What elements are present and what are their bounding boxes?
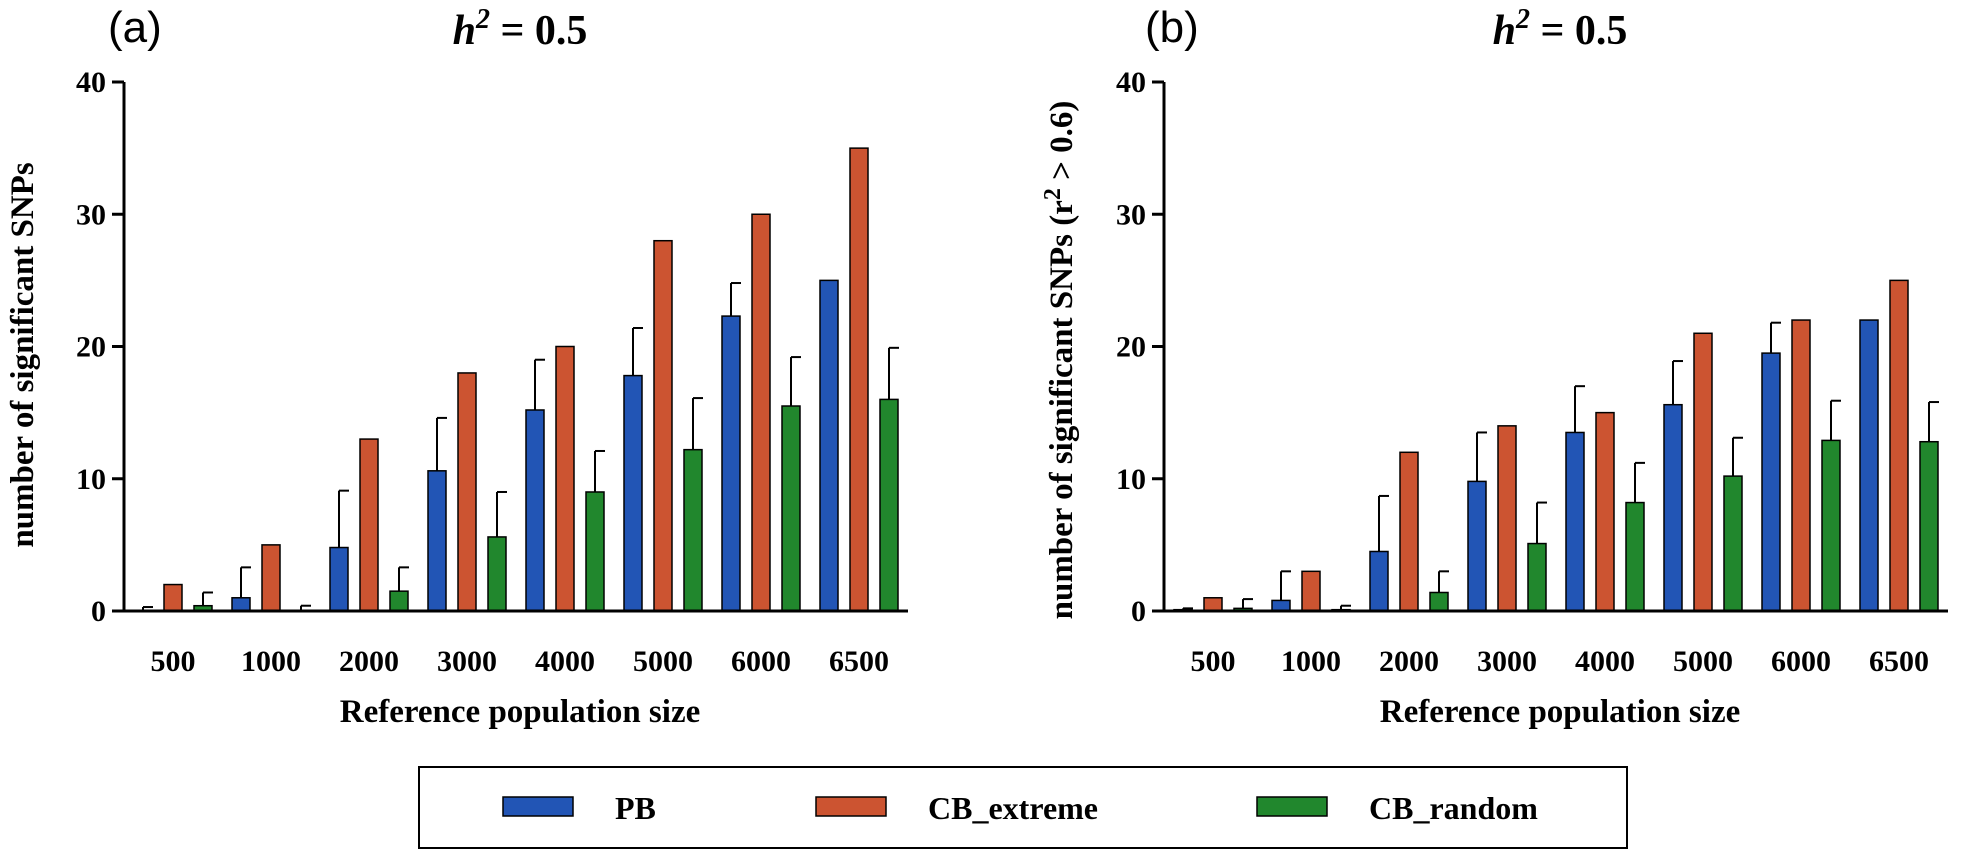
panel-a-title-exp: 2 [475,4,490,35]
legend-label-cb-extreme: CB_extreme [928,790,1098,826]
panel-b-x-tick-label: 6000 [1771,645,1831,678]
panel-b-title-var: h [1493,8,1516,54]
panel-b-bar-cb-extreme [1791,319,1811,612]
panel-a-bar-cb-extreme [849,147,869,612]
panel-b-y-axis-label-text: number of significant SNPs (r [1044,200,1080,619]
panel-b-y-axis-label-tail: > 0.6) [1044,101,1080,189]
panel-b-bar-cb-extreme [1497,425,1517,612]
panel-a-x-tick-label: 4000 [535,645,595,678]
panel-a-y-tick-label: 0 [91,595,106,628]
legend-box [418,766,1628,849]
panel-b-y-tick-label: 10 [1116,463,1146,496]
panel-b-bar-cb-random [1821,439,1841,612]
panel-a-bar-cb-random [487,536,507,612]
panel-b-y-tick-label: 30 [1116,198,1146,231]
panel-b-title-exp: 2 [1515,4,1530,35]
panel-a-bar-cb-random [683,448,703,612]
panel-b-title: h2 = 0.5 [1493,4,1628,54]
panel-b-bar-cb-extreme [1203,597,1223,612]
panel-b-x-tick-label: 500 [1191,645,1236,678]
panel-b-x-tick-label: 4000 [1575,645,1635,678]
panel-b-bar-cb-extreme [1889,279,1909,612]
panel-b-x-axis-label: Reference population size [1380,694,1741,730]
panel-b-x-tick-label: 6500 [1869,645,1929,678]
panel-a-bar-cb-extreme [751,213,771,612]
panel-a-x-tick-label: 6000 [731,645,791,678]
panel-b-bar-cb-extreme [1693,332,1713,612]
panel-a-bar-pb [231,597,251,612]
panel-a-bar-cb-extreme [457,372,477,612]
panel-a-x-tick-label: 5000 [633,645,693,678]
panel-a-x-tick-label: 3000 [437,645,497,678]
panel-a-bar-cb-random [389,590,409,612]
panel-a-bar-pb [623,374,643,612]
panel-b-bar-pb [1271,599,1291,612]
panel-b-plot-area: 0 10 20 30 40 500 1000 2000 3000 4000 5000 6000 6500 [1116,66,1948,678]
panel-a-x-axis-label: Reference population size [340,694,701,730]
panel-a-bar-cb-extreme [653,239,673,612]
panel-a-bar-cb-extreme [163,583,183,612]
panel-a-x-tick-label: 1000 [241,645,301,678]
panel-a-x-tick-label: 2000 [339,645,399,678]
panel-b-bar-cb-random [1723,475,1743,612]
legend-label-cb-random: CB_random [1369,790,1538,826]
panel-a-title-value: = 0.5 [490,8,587,54]
panel-a-x-tick-label: 6500 [829,645,889,678]
panel-a-title-var: h [453,8,476,54]
panel-b-letter: (b) [1145,3,1199,52]
panel-b: (b) h2 = 0.5 Reference population size n… [1040,3,1948,730]
panel-b-x-tick-label: 2000 [1379,645,1439,678]
panel-b-x-tick-label: 5000 [1673,645,1733,678]
panel-a-title: h2 = 0.5 [453,4,588,54]
panel-b-bar-cb-random [1625,501,1645,612]
panel-a-y-tick-label: 20 [76,331,106,364]
legend-swatch-cb-random [1256,796,1328,817]
panel-b-bar-cb-random [1919,440,1939,612]
panel-a-y-tick-label: 40 [76,66,106,99]
legend-label-pb: PB [615,790,656,826]
panel-a-y-tick-label: 30 [76,198,106,231]
panel-b-bar-cb-random [1527,542,1547,612]
panel-b-bar-pb [1761,352,1781,612]
panel-b-bar-cb-extreme [1301,570,1321,612]
panel-b-y-axis-label: number of significant SNPs (r2 > 0.6) [1040,101,1080,620]
panel-a-bar-cb-extreme [555,345,575,612]
panel-b-y-tick-label: 0 [1131,595,1146,628]
panel-a-y-axis-label: number of significant SNPs [5,162,41,548]
panel-b-y-tick-label: 40 [1116,66,1146,99]
panel-a-bar-cb-extreme [261,544,281,612]
legend-swatch-pb [502,796,574,817]
panel-b-bar-cb-extreme [1399,451,1419,612]
panel-a-y-tick-label: 10 [76,463,106,496]
panel-a-bar-cb-random [781,405,801,612]
panel-b-bar-pb [1565,431,1585,612]
panel-a-bar-pb [525,409,545,612]
panel-a-bar-cb-random [879,398,899,612]
panel-b-bar-pb [1369,550,1389,612]
panel-a-bar-cb-random [585,491,605,612]
panel-b-x-tick-label: 3000 [1477,645,1537,678]
panel-b-bar-pb [1467,480,1487,612]
panel-a-y-axis-label-text: number of significant SNPs [5,162,41,548]
panel-b-x-tick-label: 1000 [1281,645,1341,678]
panel-a-bar-pb [819,279,839,612]
panel-a-x-tick-label: 500 [151,645,196,678]
panel-b-y-tick-label: 20 [1116,331,1146,364]
panel-b-bar-pb [1859,319,1879,612]
panel-b-bar-pb [1663,403,1683,612]
panel-a: (a) h2 = 0.5 Reference population size n… [5,3,908,730]
panel-b-y-axis-label-exp: 2 [1040,188,1066,200]
panel-a-plot-area: 0 10 20 30 40 500 1000 2000 3000 4000 5000 6000 6500 [76,66,908,678]
panel-a-bar-pb [721,315,741,612]
legend-swatch-cb-extreme [815,796,887,817]
panel-a-bar-pb [427,470,447,612]
panel-b-bar-cb-extreme [1595,411,1615,612]
panel-a-letter: (a) [108,3,162,52]
panel-a-bar-pb [329,546,349,612]
panel-b-bar-cb-random [1429,591,1449,612]
legend: PB CB_extreme CB_random [418,766,1628,849]
panel-a-bar-cb-extreme [359,438,379,612]
panel-b-title-value: = 0.5 [1530,8,1627,54]
